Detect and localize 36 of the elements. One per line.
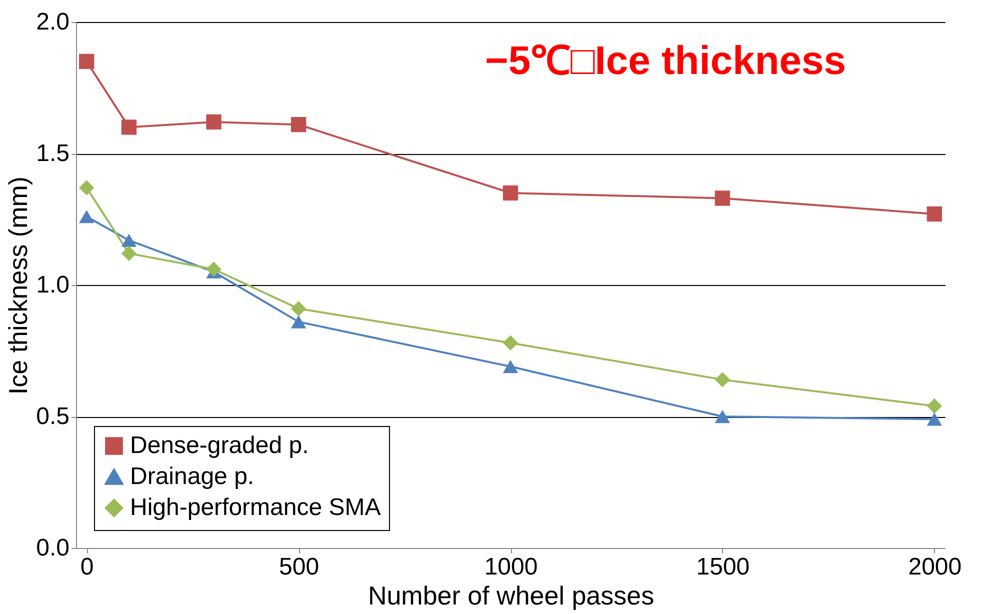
- point: [79, 210, 94, 224]
- y-axis-title: Ice thickness (mm): [3, 176, 34, 395]
- legend-label: High-performance SMA: [130, 494, 381, 521]
- point: [79, 54, 94, 70]
- point: [121, 246, 137, 262]
- point: [502, 185, 518, 201]
- x-tick-label: 1500: [696, 554, 750, 580]
- point: [926, 206, 942, 222]
- y-tick-label: 1.5: [36, 140, 70, 167]
- point: [926, 398, 942, 414]
- y-tick-label: 0.0: [36, 534, 70, 562]
- x-tick-label: 2000: [908, 554, 962, 580]
- point: [290, 301, 306, 316]
- x-axis-title: Number of wheel passes: [368, 580, 654, 610]
- x-tick-label: 0: [80, 554, 94, 580]
- point: [79, 180, 94, 196]
- point: [714, 372, 730, 388]
- point: [121, 234, 137, 247]
- y-tick-label: 2.0: [36, 8, 70, 36]
- legend-label: Drainage p.: [130, 463, 254, 490]
- point: [121, 120, 137, 135]
- point: [502, 335, 518, 350]
- point: [290, 116, 306, 132]
- x-tick-label: 1000: [484, 554, 538, 580]
- point: [714, 410, 730, 424]
- point: [502, 360, 518, 374]
- point: [206, 262, 222, 277]
- point: [714, 190, 730, 206]
- x-tick-label: 500: [279, 554, 320, 580]
- point: [926, 412, 942, 426]
- chart-title: −5℃□Ice thickness: [484, 39, 846, 83]
- point: [290, 315, 306, 328]
- point: [206, 114, 222, 130]
- y-tick-label: 0.5: [36, 403, 70, 430]
- legend-label: Dense-graded p.: [130, 432, 309, 459]
- y-tick-label: 1.0: [36, 272, 70, 298]
